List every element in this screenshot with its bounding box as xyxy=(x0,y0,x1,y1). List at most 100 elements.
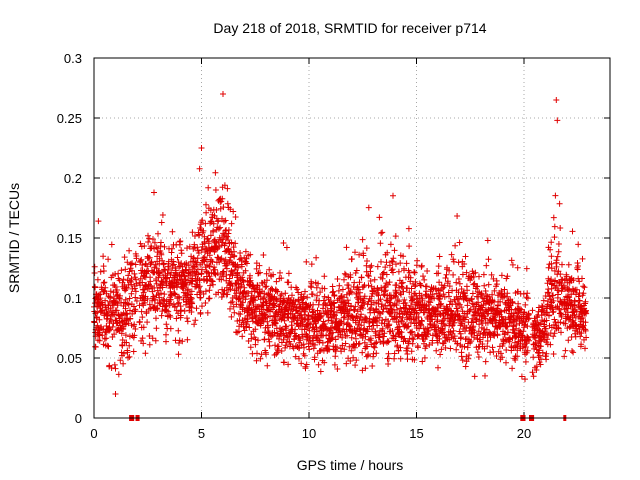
data-point xyxy=(232,240,239,247)
data-point xyxy=(238,263,245,270)
data-point xyxy=(108,241,115,248)
data-point xyxy=(112,283,119,290)
data-point xyxy=(132,261,139,268)
data-point xyxy=(283,339,290,346)
data-point xyxy=(118,267,125,274)
data-point xyxy=(139,300,146,307)
y-tick-label: 0 xyxy=(75,411,82,426)
data-point xyxy=(92,284,99,291)
data-point xyxy=(117,357,124,364)
data-point xyxy=(184,318,191,325)
data-point xyxy=(331,312,338,319)
data-point xyxy=(114,302,121,309)
data-point xyxy=(331,361,338,368)
data-point xyxy=(194,244,201,251)
data-point xyxy=(306,346,313,353)
data-point xyxy=(220,204,227,211)
grid-lines xyxy=(94,58,610,418)
data-point xyxy=(131,270,138,277)
data-point xyxy=(206,252,213,259)
data-point xyxy=(192,259,199,265)
data-point xyxy=(318,313,325,320)
data-point xyxy=(96,291,102,298)
data-point xyxy=(272,317,279,324)
data-point xyxy=(207,207,214,214)
data-point xyxy=(281,297,288,304)
data-point xyxy=(306,327,313,334)
data-point xyxy=(107,305,114,312)
data-point xyxy=(263,270,270,277)
data-point xyxy=(249,318,256,325)
data-point xyxy=(300,293,307,300)
data-point xyxy=(126,295,133,302)
data-point xyxy=(281,359,288,366)
data-point xyxy=(132,326,139,332)
data-point xyxy=(203,201,209,208)
data-point xyxy=(176,340,182,346)
data-point xyxy=(191,321,198,328)
data-point xyxy=(343,360,350,367)
data-point xyxy=(152,337,159,344)
data-point xyxy=(263,351,269,358)
data-point xyxy=(282,290,289,297)
data-point xyxy=(334,276,341,282)
data-point xyxy=(341,276,347,283)
data-point xyxy=(177,312,184,319)
data-point xyxy=(206,263,213,270)
data-point xyxy=(253,265,260,272)
data-point xyxy=(177,238,184,245)
data-point xyxy=(291,336,298,343)
data-point xyxy=(263,283,270,290)
data-point xyxy=(174,254,181,261)
data-point xyxy=(107,294,114,301)
data-point xyxy=(283,244,290,251)
data-point xyxy=(163,280,170,286)
data-point xyxy=(266,266,273,273)
y-tick-label: 0.2 xyxy=(64,171,82,186)
data-point xyxy=(313,334,319,341)
data-point xyxy=(113,307,120,314)
data-point xyxy=(208,277,215,284)
data-point xyxy=(253,357,260,364)
data-point xyxy=(118,330,125,337)
data-point xyxy=(107,288,114,295)
data-point xyxy=(138,256,145,263)
data-point xyxy=(221,182,228,189)
data-point xyxy=(189,278,196,285)
data-point xyxy=(284,314,291,320)
data-point xyxy=(339,342,346,349)
data-point xyxy=(152,296,159,303)
data-point xyxy=(146,341,153,348)
data-point xyxy=(304,294,311,301)
data-point xyxy=(105,343,112,350)
data-point xyxy=(155,230,161,237)
data-point xyxy=(179,338,186,345)
data-point xyxy=(192,233,198,239)
data-point xyxy=(128,275,135,282)
data-point xyxy=(124,259,131,266)
data-point xyxy=(319,339,326,346)
data-point xyxy=(105,256,112,263)
data-point xyxy=(285,361,292,368)
data-point xyxy=(164,270,171,277)
data-point xyxy=(156,272,163,279)
data-point xyxy=(225,227,232,233)
data-point xyxy=(172,291,179,298)
data-point xyxy=(273,278,280,285)
data-point xyxy=(184,336,191,343)
data-point xyxy=(218,255,225,262)
data-point xyxy=(212,187,219,193)
data-point xyxy=(141,243,148,249)
data-point xyxy=(244,318,251,325)
x-tick-label: 0 xyxy=(90,426,97,441)
data-point xyxy=(161,243,168,250)
data-point xyxy=(285,279,292,286)
data-point xyxy=(158,239,164,246)
data-point xyxy=(302,308,309,315)
data-point xyxy=(222,256,229,263)
data-point xyxy=(268,285,275,292)
data-point xyxy=(260,252,267,258)
data-point xyxy=(97,295,104,302)
data-point xyxy=(151,189,157,196)
data-point xyxy=(189,229,196,236)
